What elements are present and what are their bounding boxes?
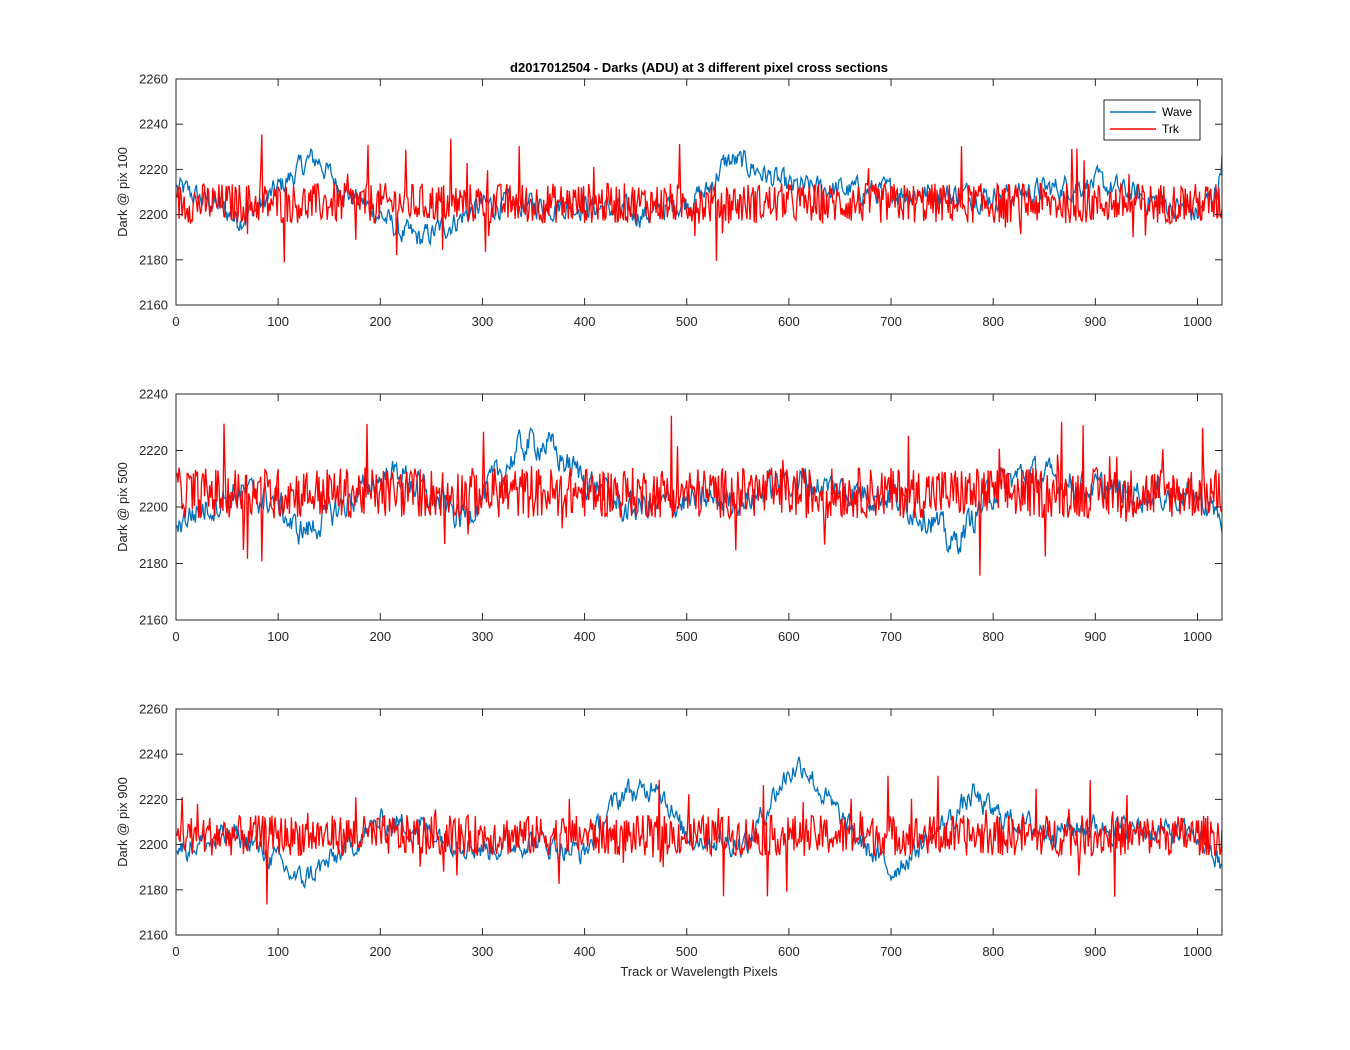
x-tick-label: 400 — [574, 629, 596, 644]
series-group — [176, 134, 1222, 263]
y-tick-label: 2220 — [139, 792, 168, 807]
y-tick-label: 2260 — [139, 72, 168, 87]
x-tick-label: 800 — [982, 314, 1004, 329]
y-tick-label: 2260 — [139, 702, 168, 717]
y-tick-label: 2240 — [139, 387, 168, 402]
series-line-trk — [176, 134, 1222, 263]
legend-label-wave: Wave — [1162, 105, 1193, 119]
axes-box — [175, 78, 1223, 306]
x-tick-label: 500 — [676, 944, 698, 959]
subplot-1: 0 100 200 300 400 500 600 700 800 900 1000 2160 2180… — [115, 72, 1223, 329]
y-tick-label: 2160 — [139, 613, 168, 628]
y-tick-label: 2180 — [139, 882, 168, 897]
y-tick-label: 2160 — [139, 928, 168, 943]
x-tick-label: 300 — [472, 944, 494, 959]
x-tick-label: 100 — [267, 944, 289, 959]
chart-title: d2017012504 - Darks (ADU) at 3 different… — [510, 60, 888, 75]
legend-label-trk: Trk — [1162, 122, 1180, 136]
x-tick-label: 700 — [880, 314, 902, 329]
x-tick-label: 800 — [982, 629, 1004, 644]
x-tick-label: 200 — [369, 629, 391, 644]
legend-box — [1103, 99, 1201, 141]
y-tick-label: 2220 — [139, 443, 168, 458]
x-tick-label: 0 — [172, 944, 179, 959]
x-tick-label: 100 — [267, 629, 289, 644]
y-tick-label: 2200 — [139, 207, 168, 222]
x-tick-label: 700 — [880, 629, 902, 644]
y-tick-label: 2160 — [139, 298, 168, 313]
x-tick-label: 1000 — [1183, 944, 1212, 959]
x-tick-label: 400 — [574, 944, 596, 959]
x-tick-label: 300 — [472, 629, 494, 644]
subplot-2: 0 100 200 300 400 500 600 700 800 900 1000 2160 2180… — [115, 387, 1223, 644]
y-tick-label: 2240 — [139, 747, 168, 762]
legend: Wave Trk — [1103, 99, 1201, 141]
x-tick-label: 900 — [1084, 629, 1106, 644]
y-tick-label: 2200 — [139, 837, 168, 852]
x-tick-label: 300 — [472, 314, 494, 329]
series-line-trk — [176, 415, 1222, 576]
axes-box — [175, 708, 1223, 936]
x-tick-label: 800 — [982, 944, 1004, 959]
x-tick-label: 700 — [880, 944, 902, 959]
series-line-trk — [176, 775, 1222, 905]
x-tick-label: 100 — [267, 314, 289, 329]
y-tick-label: 2200 — [139, 500, 168, 515]
x-tick-label: 1000 — [1183, 629, 1212, 644]
y-tick-label: 2240 — [139, 117, 168, 132]
y-axis-label: Dark @ pix 100 — [115, 147, 130, 237]
series-group — [176, 415, 1222, 576]
x-tick-label: 0 — [172, 314, 179, 329]
x-axis-label: Track or Wavelength Pixels — [620, 964, 778, 979]
x-tick-label: 600 — [778, 944, 800, 959]
y-tick-label: 2180 — [139, 556, 168, 571]
x-tick-label: 600 — [778, 629, 800, 644]
x-tick-label: 400 — [574, 314, 596, 329]
subplot-3: 0 100 200 300 400 500 600 700 800 900 1000 2160 2180… — [115, 702, 1223, 959]
x-tick-label: 1000 — [1183, 314, 1212, 329]
x-tick-label: 900 — [1084, 944, 1106, 959]
x-tick-label: 200 — [369, 944, 391, 959]
y-tick-label: 2180 — [139, 252, 168, 267]
y-tick-label: 2220 — [139, 162, 168, 177]
x-tick-label: 0 — [172, 629, 179, 644]
y-axis-label: Dark @ pix 900 — [115, 777, 130, 867]
x-tick-label: 500 — [676, 314, 698, 329]
series-group — [176, 756, 1222, 905]
x-tick-label: 600 — [778, 314, 800, 329]
x-tick-label: 200 — [369, 314, 391, 329]
x-tick-label: 500 — [676, 629, 698, 644]
y-axis-label: Dark @ pix 500 — [115, 462, 130, 552]
subplots: 0 100 200 300 400 500 600 700 800 900 100021602180… — [115, 72, 1223, 959]
x-tick-label: 900 — [1084, 314, 1106, 329]
